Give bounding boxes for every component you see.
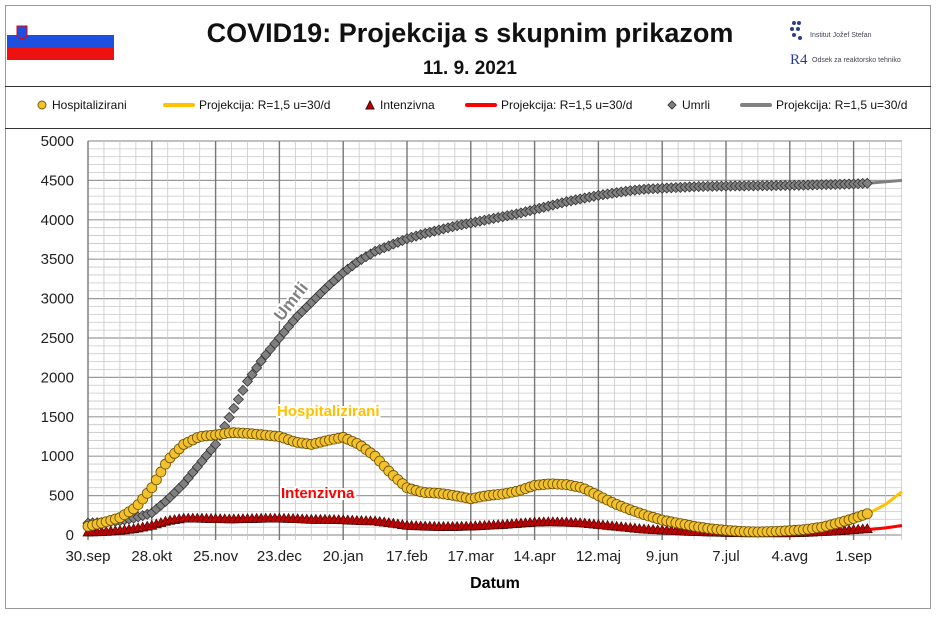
circle-marker-icon — [37, 100, 47, 110]
legend-item-projection-hosp: Projekcija: R=1,5 u=30/d — [163, 98, 330, 112]
line-marker-icon — [163, 103, 195, 107]
legend-label: Umrli — [682, 98, 710, 112]
ijs-logo-icon — [790, 21, 802, 40]
y-tick-label: 5000 — [41, 133, 74, 150]
umrli-point — [228, 402, 240, 414]
umrli-point — [210, 438, 222, 450]
line-marker-icon — [465, 103, 497, 107]
legend-item-intenzivna: Intenzivna — [364, 98, 435, 112]
annotation-hospitalizirani: Hospitalizirani — [277, 403, 380, 420]
legend-item-projection-umrli: Projekcija: R=1,5 u=30/d — [740, 98, 907, 112]
diamond-marker-icon — [667, 100, 677, 110]
slovenia-flag — [7, 22, 114, 60]
legend-label: Intenzivna — [380, 98, 435, 112]
ijs-logo-text: Institut Jožef Stefan — [810, 32, 872, 39]
legend-divider — [5, 128, 931, 129]
x-tick-label: 28.okt — [131, 548, 173, 565]
umrli-point — [237, 384, 249, 396]
legend-item-umrli: Umrli — [666, 98, 710, 112]
y-tick-label: 1500 — [41, 409, 74, 426]
x-tick-label: 1.sep — [835, 548, 872, 565]
x-tick-label: 7.jul — [712, 548, 740, 565]
x-tick-label: 9.jun — [646, 548, 679, 565]
umrli-point — [861, 177, 873, 189]
x-tick-label: 30.sep — [65, 548, 110, 565]
x-tick-label: 12.maj — [576, 548, 621, 565]
legend-label: Hospitalizirani — [52, 98, 127, 112]
x-tick-label: 20.jan — [323, 548, 364, 565]
umrli-point — [251, 362, 263, 374]
chart-date: 11. 9. 2021 — [422, 58, 518, 79]
line-marker-icon — [740, 103, 772, 107]
r4-logo-text: Odsek za reaktorsko tehniko — [812, 57, 901, 64]
legend-label: Projekcija: R=1,5 u=30/d — [501, 98, 633, 112]
y-tick-label: 500 — [49, 488, 74, 505]
y-tick-label: 1000 — [41, 448, 74, 465]
x-tick-label: 14.apr — [513, 548, 556, 565]
projection-line — [869, 178, 903, 185]
chart-frame — [5, 5, 931, 609]
legend-label: Projekcija: R=1,5 u=30/d — [776, 98, 908, 112]
r4-logo-mark: R4 — [790, 52, 808, 68]
x-tick-label: 4.avg — [771, 548, 808, 565]
y-tick-label: 4500 — [41, 172, 74, 189]
x-tick-label: 17.mar — [447, 548, 494, 565]
legend: Hospitalizirani Projekcija: R=1,5 u=30/d… — [0, 98, 940, 116]
y-tick-label: 3500 — [41, 251, 74, 268]
umrli-point — [255, 355, 267, 367]
legend-item-hospitalizirani: Hospitalizirani — [36, 98, 127, 112]
chart-title: COVID19: Projekcija s skupnim prikazom — [206, 18, 734, 48]
umrli-point — [246, 369, 258, 381]
x-axis-label: Datum — [470, 575, 520, 592]
umrli-point — [241, 375, 254, 387]
y-tick-label: 2500 — [41, 330, 74, 347]
projection-line — [869, 524, 903, 531]
x-tick-label: 25.nov — [193, 548, 239, 565]
umrli-point — [223, 411, 235, 423]
annotation-intenzivna: Intenzivna — [281, 485, 355, 502]
x-tick-label: 17.feb — [386, 548, 428, 565]
y-tick-label: 4000 — [41, 212, 74, 229]
y-tick-label: 2000 — [41, 369, 74, 386]
hospitalizirani-point — [861, 508, 873, 520]
header-divider — [5, 86, 931, 87]
umrli-point — [232, 393, 244, 405]
intenzivna-point — [861, 523, 873, 533]
x-tick-label: 23.dec — [257, 548, 303, 565]
projection-line — [868, 490, 903, 515]
triangle-marker-icon — [365, 99, 375, 110]
legend-label: Projekcija: R=1,5 u=30/d — [199, 98, 331, 112]
legend-item-projection-int: Projekcija: R=1,5 u=30/d — [465, 98, 632, 112]
y-tick-label: 3000 — [41, 291, 74, 308]
y-tick-label: 0 — [66, 527, 74, 544]
